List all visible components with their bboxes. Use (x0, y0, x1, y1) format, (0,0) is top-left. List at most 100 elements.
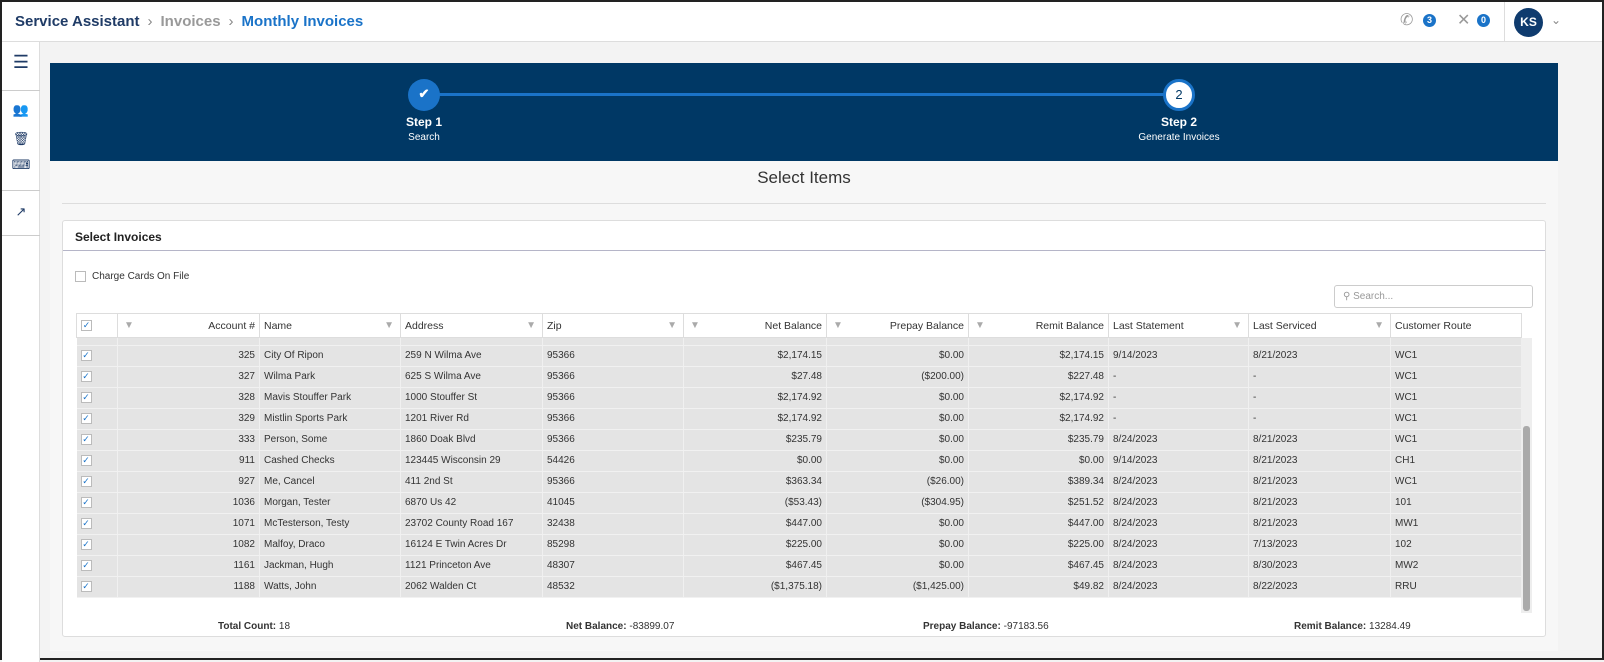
filter-icon[interactable]: ▼ (833, 320, 843, 331)
row-checkbox[interactable]: ✓ (80, 580, 92, 592)
column-header[interactable]: Address ▼ (400, 313, 543, 338)
row-checkbox-cell[interactable]: ✓ (76, 492, 118, 514)
column-header[interactable]: Prepay Balance ▼ (826, 313, 969, 338)
column-header-label: Zip (547, 319, 562, 332)
row-checkbox[interactable]: ✓ (80, 475, 92, 487)
column-header[interactable]: Name ▼ (259, 313, 401, 338)
table-cell: $0.00 (826, 387, 969, 409)
table-row[interactable]: ✓ 1082 Malfoy, Draco 16124 E Twin Acres Dr 8… (76, 534, 1522, 556)
row-checkbox[interactable]: ✓ (80, 454, 92, 466)
row-checkbox-cell[interactable]: ✓ (76, 345, 118, 367)
row-checkbox-cell[interactable]: ✓ (76, 429, 118, 451)
table-row[interactable]: ✓ 327 Wilma Park 625 S Wilma Ave 95366 $27.48… (76, 366, 1522, 388)
table-cell: - (1248, 387, 1391, 409)
share-icon[interactable]: ↗ (15, 204, 27, 219)
customers-icon[interactable]: 👥 (12, 102, 30, 117)
row-checkbox-cell[interactable]: ✓ (76, 534, 118, 556)
table-row[interactable]: ✓ 1071 McTesterson, Testy 23702 County Road… (76, 513, 1522, 535)
table-row[interactable]: ✓ 927 Me, Cancel 411 2nd St 95366 $363.34 ($26… (76, 471, 1522, 493)
table-row[interactable]: ✓ 333 Person, Some 1860 Doak Blvd 95366 $235.… (76, 429, 1522, 451)
table-row[interactable]: ✓ 1161 Jackman, Hugh 1121 Princeton Ave 4830… (76, 555, 1522, 577)
table-row[interactable]: ✓ 329 Mistlin Sports Park 1201 River Rd 9536… (76, 408, 1522, 430)
scrollbar-thumb[interactable] (1523, 426, 1530, 611)
step-1-label: Step 1 Search (344, 115, 504, 143)
row-checkbox[interactable]: ✓ (80, 517, 92, 529)
row-checkbox-cell[interactable]: ✓ (76, 471, 118, 493)
charge-cards-checkbox[interactable] (75, 271, 86, 282)
row-checkbox-cell[interactable]: ✓ (76, 555, 118, 577)
charge-cards-option[interactable]: Charge Cards On File (75, 271, 189, 282)
row-checkbox[interactable]: ✓ (80, 349, 92, 361)
scrollbar[interactable] (1521, 338, 1532, 613)
divider (1504, 2, 1505, 42)
filter-icon[interactable]: ▼ (690, 320, 700, 331)
filter-icon[interactable]: ▼ (1374, 320, 1384, 331)
table-row-partial (76, 337, 1522, 346)
column-header[interactable]: Remit Balance ▼ (968, 313, 1109, 338)
column-header[interactable]: Customer Route (1390, 313, 1522, 338)
row-checkbox-cell[interactable]: ✓ (76, 513, 118, 535)
search-input[interactable]: ⚲ Search... (1334, 285, 1533, 308)
table-cell: Morgan, Tester (259, 492, 401, 514)
table-cell: Me, Cancel (259, 471, 401, 493)
menu-icon[interactable]: ☰ (12, 52, 30, 72)
row-checkbox-cell[interactable]: ✓ (76, 366, 118, 388)
row-checkbox[interactable]: ✓ (80, 391, 92, 403)
select-all-checkbox[interactable]: ✓ (81, 320, 92, 332)
table-row[interactable]: ✓ 328 Mavis Stouffer Park 1000 Stouffer St 9… (76, 387, 1522, 409)
row-checkbox[interactable]: ✓ (80, 559, 92, 571)
row-checkbox-cell[interactable]: ✓ (76, 408, 118, 430)
trash-icon[interactable]: 🗑 (12, 131, 30, 146)
column-header[interactable]: Zip ▼ (542, 313, 684, 338)
table-cell: Malfoy, Draco (259, 534, 401, 556)
breadcrumb-app[interactable]: Service Assistant (15, 13, 140, 30)
row-checkbox-cell[interactable]: ✓ (76, 450, 118, 472)
table-cell: WC1 (1390, 366, 1522, 388)
avatar[interactable]: KS (1514, 8, 1543, 37)
table-cell: $2,174.15 (683, 345, 827, 367)
row-checkbox-cell[interactable]: ✓ (76, 576, 118, 598)
missed-call-icon[interactable]: ✕ (1457, 12, 1471, 29)
filter-icon[interactable]: ▼ (667, 320, 677, 331)
table-cell: 8/24/2023 (1108, 492, 1249, 514)
table-cell: - (1248, 408, 1391, 430)
row-checkbox[interactable]: ✓ (80, 412, 92, 424)
table-cell: Watts, John (259, 576, 401, 598)
filter-icon[interactable]: ▼ (526, 320, 536, 331)
divider (2, 190, 40, 191)
keyboard-icon[interactable]: ⌨ (11, 157, 31, 172)
column-header-label: Prepay Balance (889, 319, 964, 332)
table-row[interactable]: ✓ 1036 Morgan, Tester 6870 Us 42 41045 ($53.4… (76, 492, 1522, 514)
row-checkbox[interactable]: ✓ (80, 370, 92, 382)
filter-icon[interactable]: ▼ (384, 320, 394, 331)
phone-alert-icon[interactable]: ✆ (1400, 12, 1414, 29)
table-cell: MW1 (1390, 513, 1522, 535)
column-header[interactable]: Last Serviced ▼ (1248, 313, 1391, 338)
row-checkbox[interactable]: ✓ (80, 433, 92, 445)
table-cell: 8/24/2023 (1108, 534, 1249, 556)
breadcrumb-invoices[interactable]: Invoices (160, 13, 221, 30)
table-cell: WC1 (1390, 345, 1522, 367)
table-row[interactable]: ✓ 325 City Of Ripon 259 N Wilma Ave 95366 $2,… (76, 345, 1522, 367)
table-cell: $27.48 (683, 366, 827, 388)
step-2-indicator[interactable]: 2 (1163, 79, 1195, 111)
row-checkbox[interactable]: ✓ (80, 496, 92, 508)
column-header[interactable]: Net Balance ▼ (683, 313, 827, 338)
step-1-check-icon[interactable]: ✔ (408, 79, 440, 111)
select-all-header[interactable]: ✓ (76, 313, 118, 338)
table-cell: 8/21/2023 (1248, 345, 1391, 367)
column-header[interactable]: Last Statement ▼ (1108, 313, 1249, 338)
row-checkbox[interactable]: ✓ (80, 538, 92, 550)
chevron-down-icon[interactable]: ⌄ (1551, 13, 1562, 27)
table-cell: $447.00 (968, 513, 1109, 535)
row-checkbox-cell[interactable]: ✓ (76, 387, 118, 409)
table-cell: 95366 (542, 408, 684, 430)
filter-icon[interactable]: ▼ (975, 320, 985, 331)
stepper: ✔ Step 1 Search 2 Step 2 Generate Invoices (50, 63, 1558, 161)
filter-icon[interactable]: ▼ (124, 320, 134, 331)
table-row[interactable]: ✓ 911 Cashed Checks 123445 Wisconsin 29 5442… (76, 450, 1522, 472)
column-header[interactable]: Account # ▼ (117, 313, 260, 338)
filter-icon[interactable]: ▼ (1232, 320, 1242, 331)
table-row[interactable]: ✓ 1188 Watts, John 2062 Walden Ct 48532 ($1,3… (76, 576, 1522, 598)
table-cell: $225.00 (683, 534, 827, 556)
